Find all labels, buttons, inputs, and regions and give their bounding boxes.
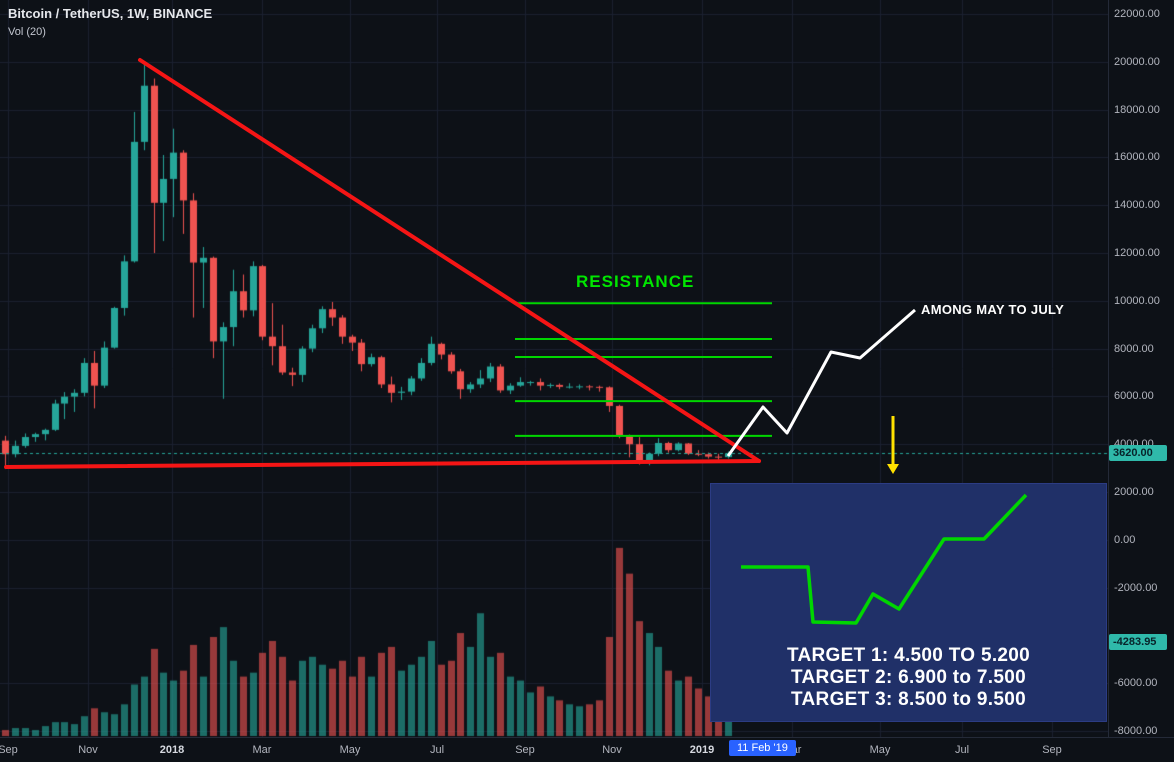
price-tick-label: 0.00 xyxy=(1114,533,1136,546)
resistance-text-drawing[interactable]: RESISTANCE xyxy=(576,272,695,291)
price-tick-label: 12000.00 xyxy=(1114,247,1160,259)
time-tick-label: 2019 xyxy=(689,744,715,756)
price-tick-label: -2000.00 xyxy=(1114,581,1158,594)
time-tick-label: May xyxy=(869,744,891,756)
time-tick-label: Jul xyxy=(429,744,445,756)
time-tick-label: Sep xyxy=(0,744,18,756)
target-forecast-panel[interactable]: TARGET 1: 4.500 TO 5.200 TARGET 2: 6.900… xyxy=(710,483,1107,722)
price-tick-label: 16000.00 xyxy=(1114,151,1160,164)
time-axis[interactable]: SepNov2018MarMayJulSepNov2019MarMayJulSe… xyxy=(0,737,1174,762)
price-tick-label: 6000.00 xyxy=(1114,390,1154,403)
volume-indicator-label[interactable]: Vol (20) xyxy=(8,26,46,38)
price-tick-label: -6000.00 xyxy=(1114,677,1158,690)
volume-value-tag: -4283.95 xyxy=(1109,634,1167,650)
target-3-text: TARGET 3: 8.500 to 9.500 xyxy=(791,689,1026,710)
price-tick-label: 14000.00 xyxy=(1114,199,1160,212)
crosshair-date-tag: 11 Feb '19 xyxy=(729,740,796,756)
price-axis[interactable]: 22000.00 20000.00 18000.00 16000.00 14000.00… xyxy=(1108,0,1174,737)
time-tick-label: Nov xyxy=(602,744,622,756)
target-1-text: TARGET 1: 4.500 TO 5.200 xyxy=(786,645,1031,666)
time-tick-label: Sep xyxy=(515,744,535,756)
time-tick-label: Nov xyxy=(78,744,98,756)
price-tick-label: 2000.00 xyxy=(1114,486,1154,498)
target-list: TARGET 1: 4.500 TO 5.200 TARGET 2: 6.900… xyxy=(711,645,1106,711)
price-tick-label: 22000.00 xyxy=(1114,8,1160,20)
price-tick-label: 8000.00 xyxy=(1114,342,1154,355)
symbol-title[interactable]: Bitcoin / TetherUS, 1W, BINANCE xyxy=(8,6,213,21)
target-2-text: TARGET 2: 6.900 to 7.500 xyxy=(791,667,1026,688)
forecast-polyline xyxy=(741,493,1028,625)
last-price-tag: 3620.00 xyxy=(1109,445,1167,461)
forecast-line-chart xyxy=(741,493,1028,625)
price-tick-label: 18000.00 xyxy=(1114,103,1160,116)
price-tick-label: 20000.00 xyxy=(1114,55,1160,68)
time-tick-label: May xyxy=(339,744,361,756)
time-tick-label: 2018 xyxy=(159,744,185,756)
legend: Bitcoin / TetherUS, 1W, BINANCE Vol (20) xyxy=(8,6,212,38)
projection-text-drawing[interactable]: AMONG MAY TO JULY xyxy=(921,302,1065,317)
time-tick-label: Mar xyxy=(252,744,272,756)
price-tick-label: 10000.00 xyxy=(1114,294,1160,307)
price-tick-label: -8000.00 xyxy=(1114,725,1158,737)
time-tick-label: Jul xyxy=(954,744,970,756)
time-tick-label: Sep xyxy=(1042,744,1062,756)
